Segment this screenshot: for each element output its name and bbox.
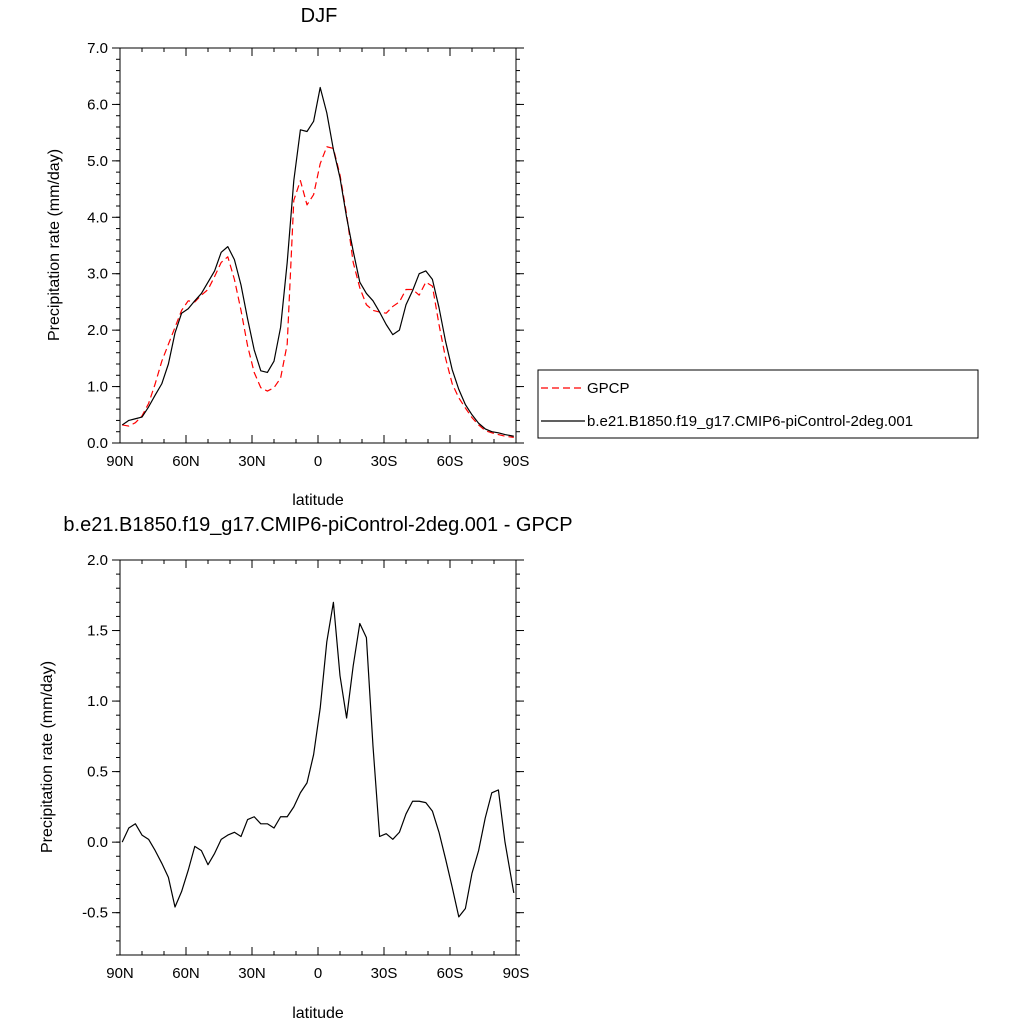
y-tick-label: 2.0 [87,322,108,339]
x-tick-label: 30N [238,453,266,470]
y-tick-label: 6.0 [87,96,108,113]
chart-djf: DJF 90N 60N 30N 0 30S 60S 90S 0.0 1.0 2.0 3.0 4.0 5… [46,5,529,509]
x-axis-ticks: 90N 60N 30N 0 30S 60S 90S [106,48,529,470]
x-tick-label: 60N [172,965,200,982]
chart-title: DJF [301,5,338,27]
legend-label-gpcp: GPCP [587,380,630,397]
y-axis-ticks: 0.0 1.0 2.0 3.0 4.0 5.0 6.0 7.0 [87,40,524,452]
y-axis-label: Precipitation rate (mm/day) [46,149,63,341]
y-tick-label: 4.0 [87,209,108,226]
series-line-difference [121,601,515,918]
y-axis-ticks: -0.5 0.0 0.5 1.0 1.5 2.0 [82,552,524,956]
x-tick-label: 60S [437,453,464,470]
x-tick-label: 30S [371,453,398,470]
legend-box [537,369,979,439]
y-tick-label: 0.0 [87,435,108,452]
x-tick-label: 90S [503,965,530,982]
y-tick-label: 1.0 [87,379,108,396]
x-tick-label: 60N [172,453,200,470]
legend-label-model: b.e21.B1850.f19_g17.CMIP6-piControl-2deg… [587,413,913,430]
chart-difference: b.e21.B1850.f19_g17.CMIP6-piControl-2deg… [39,514,573,1022]
y-tick-label: 2.0 [87,552,108,569]
chart-title: b.e21.B1850.f19_g17.CMIP6-piControl-2deg… [63,514,572,536]
y-tick-label: 7.0 [87,40,108,57]
series-line-model [121,86,514,437]
x-tick-label: 90S [503,453,530,470]
y-tick-label: -0.5 [82,905,108,922]
series-lines [121,601,515,918]
y-tick-label: 0.0 [87,834,108,851]
y-tick-label: 1.5 [87,623,108,640]
y-tick-label: 3.0 [87,266,108,283]
x-axis-label: latitude [292,1005,344,1022]
x-tick-label: 0 [314,965,322,982]
x-tick-label: 90N [106,453,134,470]
legend: GPCP b.e21.B1850.f19_g17.CMIP6-piControl… [537,369,979,439]
x-tick-label: 90N [106,965,134,982]
y-tick-label: 5.0 [87,153,108,170]
y-tick-label: 1.0 [87,693,108,710]
y-axis-label: Precipitation rate (mm/day) [39,661,56,853]
y-tick-label: 0.5 [87,764,108,781]
x-tick-label: 30N [238,965,266,982]
x-tick-label: 30S [371,965,398,982]
series-line-gpcp [122,146,514,438]
x-axis-ticks: 90N 60N 30N 0 30S 60S 90S [106,560,529,982]
x-tick-label: 0 [314,453,322,470]
x-tick-label: 60S [437,965,464,982]
x-axis-label: latitude [292,492,344,509]
series-lines [121,86,514,438]
